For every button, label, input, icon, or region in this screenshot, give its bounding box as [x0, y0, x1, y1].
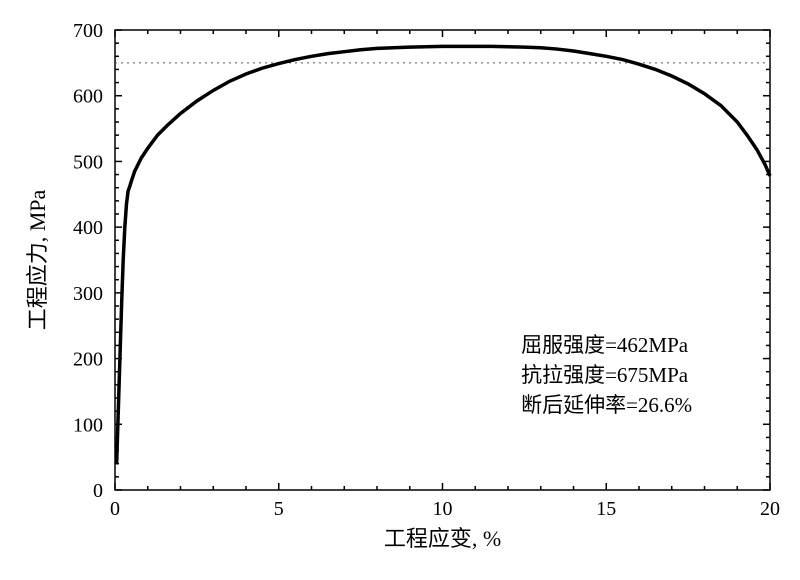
- stress-strain-chart: 051015200100200300400500600700工程应变, %工程应…: [0, 0, 800, 580]
- x-axis-label: 工程应变, %: [384, 526, 501, 551]
- chart-svg: 051015200100200300400500600700工程应变, %工程应…: [0, 0, 800, 580]
- svg-text:700: 700: [73, 20, 103, 42]
- y-axis-label: 工程应力, MPa: [25, 189, 50, 330]
- svg-text:400: 400: [73, 217, 103, 239]
- svg-text:5: 5: [274, 498, 284, 520]
- svg-text:15: 15: [596, 498, 616, 520]
- annotation-1: 抗拉强度=675MPa: [521, 363, 689, 387]
- svg-text:100: 100: [73, 414, 103, 436]
- svg-text:200: 200: [73, 349, 103, 371]
- annotation-0: 屈服强度=462MPa: [521, 333, 689, 357]
- svg-text:0: 0: [93, 480, 103, 502]
- annotation-2: 断后延伸率=26.6%: [521, 393, 692, 417]
- svg-text:0: 0: [110, 498, 120, 520]
- svg-text:300: 300: [73, 283, 103, 305]
- svg-text:600: 600: [73, 86, 103, 108]
- svg-text:20: 20: [760, 498, 780, 520]
- svg-text:500: 500: [73, 151, 103, 173]
- svg-text:10: 10: [433, 498, 453, 520]
